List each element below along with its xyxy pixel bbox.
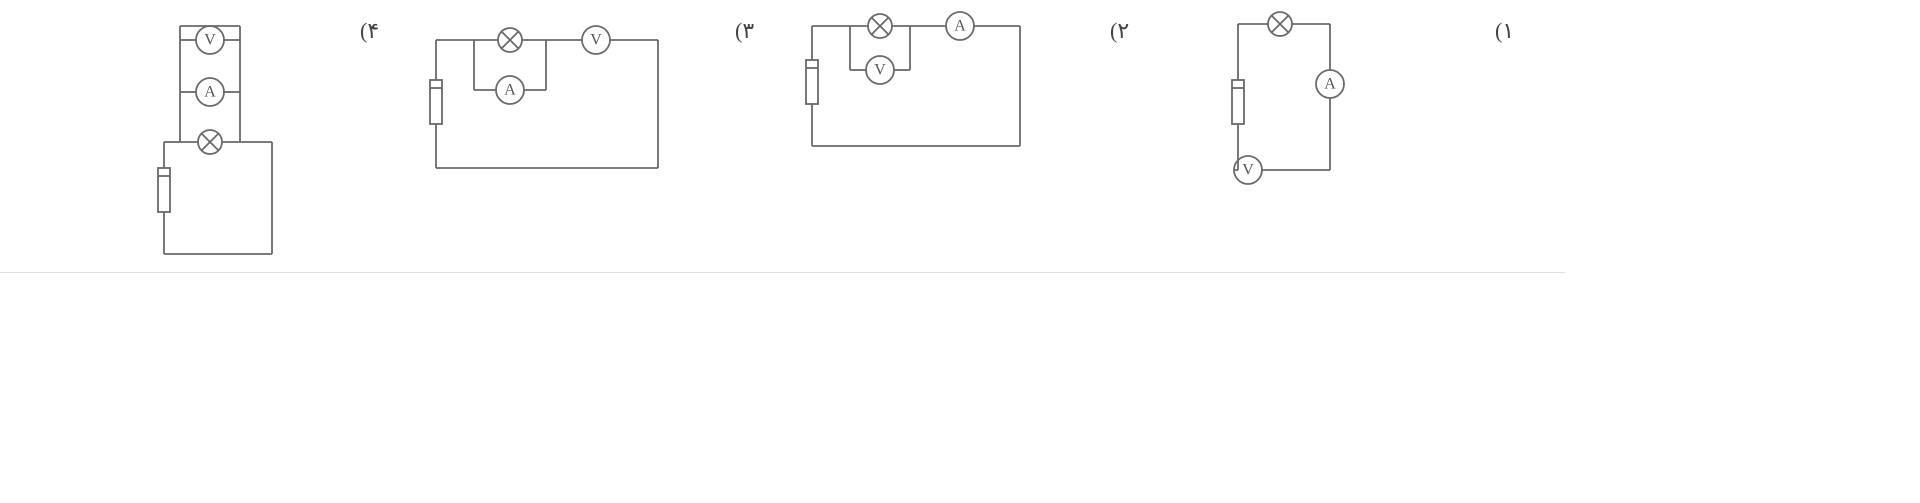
lamp-icon	[198, 130, 222, 154]
circuit-diagram-4: V A	[152, 18, 302, 278]
lamp-icon	[1268, 12, 1292, 36]
ammeter-icon: A	[496, 76, 524, 104]
lamp-icon	[868, 14, 892, 38]
battery-icon	[430, 80, 442, 124]
canvas: (۱ (۲ (۳ (۴ A V	[0, 0, 1920, 503]
svg-text:V: V	[590, 32, 602, 49]
circuit-diagram-2: A V	[790, 10, 1050, 170]
svg-text:V: V	[874, 62, 886, 79]
ammeter-icon: A	[196, 78, 224, 106]
voltmeter-icon: V	[582, 26, 610, 54]
lamp-icon	[498, 28, 522, 52]
ammeter-icon: A	[946, 12, 974, 40]
option-4-label: (۴	[360, 18, 379, 44]
battery-icon	[806, 60, 818, 104]
option-1-label: (۱	[1495, 18, 1514, 44]
voltmeter-icon: V	[866, 56, 894, 84]
circuit-diagram-1: A V	[1200, 10, 1370, 210]
svg-text:A: A	[954, 18, 966, 35]
battery-icon	[1232, 80, 1244, 124]
battery-icon	[158, 168, 170, 212]
circuit-diagram-3: V A	[418, 24, 688, 194]
option-3-label: (۳	[735, 18, 754, 44]
ammeter-icon: A	[1316, 70, 1344, 98]
divider	[0, 272, 1565, 273]
option-2-label: (۲	[1110, 18, 1129, 44]
svg-text:A: A	[1324, 76, 1336, 93]
svg-text:A: A	[204, 84, 216, 101]
voltmeter-icon: V	[196, 26, 224, 54]
svg-text:V: V	[204, 32, 216, 49]
svg-text:A: A	[504, 82, 516, 99]
svg-text:V: V	[1242, 162, 1254, 179]
